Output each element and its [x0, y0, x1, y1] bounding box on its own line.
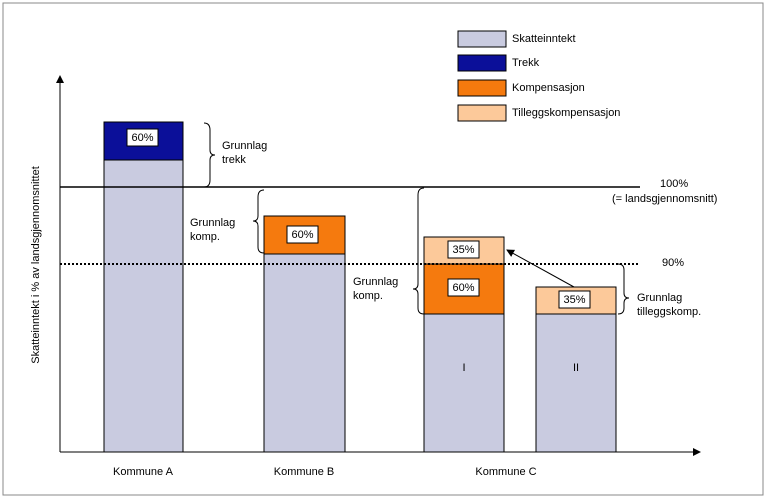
label-box	[447, 278, 480, 297]
annotation: tilleggskomp.	[637, 306, 701, 318]
bar-segment	[535, 313, 617, 453]
y-axis-label: Skatteinntekt i % av landsgjennomsnittet	[30, 166, 42, 364]
label-box	[558, 290, 591, 309]
label-box	[126, 128, 159, 147]
segment-label: 35%	[452, 244, 474, 256]
bar-name: I	[462, 362, 465, 374]
bar-segment	[103, 159, 184, 453]
annotation: trekk	[222, 154, 246, 166]
brace	[252, 189, 265, 254]
arrow	[506, 249, 575, 288]
legend-swatch	[457, 104, 507, 122]
legend-swatch	[457, 54, 507, 72]
annotation: komp.	[190, 231, 220, 243]
annotation: komp.	[353, 290, 383, 302]
reference-label: 100%	[660, 178, 688, 190]
annotation: Grunnlag	[190, 217, 235, 229]
brace	[412, 187, 425, 315]
annotation: Grunnlag	[353, 276, 398, 288]
category-label: Kommune B	[274, 466, 335, 478]
bar-segment	[263, 253, 346, 453]
legend-label: Tilleggskompensasjon	[512, 107, 620, 119]
brace	[203, 122, 216, 188]
category-label: Kommune C	[475, 466, 536, 478]
bar-name: II	[573, 362, 579, 374]
legend-label: Trekk	[512, 57, 540, 69]
annotation: Grunnlag	[222, 140, 267, 152]
reference-label: (= landsgjennomsnitt)	[612, 193, 717, 205]
segment-label: 60%	[131, 132, 153, 144]
annotation: Grunnlag	[637, 292, 682, 304]
reference-label: 90%	[662, 257, 684, 269]
legend-swatch	[457, 30, 507, 48]
legend-label: Kompensasjon	[512, 82, 585, 94]
segment-label: 60%	[291, 229, 313, 241]
bar-segment	[423, 313, 505, 453]
brace	[617, 263, 630, 315]
label-box	[447, 240, 480, 259]
legend-label: Skatteinntekt	[512, 33, 576, 45]
label-box	[286, 225, 319, 244]
segment-label: 60%	[452, 282, 474, 294]
category-label: Kommune A	[113, 466, 174, 478]
legend-swatch	[457, 79, 507, 97]
segment-label: 35%	[563, 294, 585, 306]
